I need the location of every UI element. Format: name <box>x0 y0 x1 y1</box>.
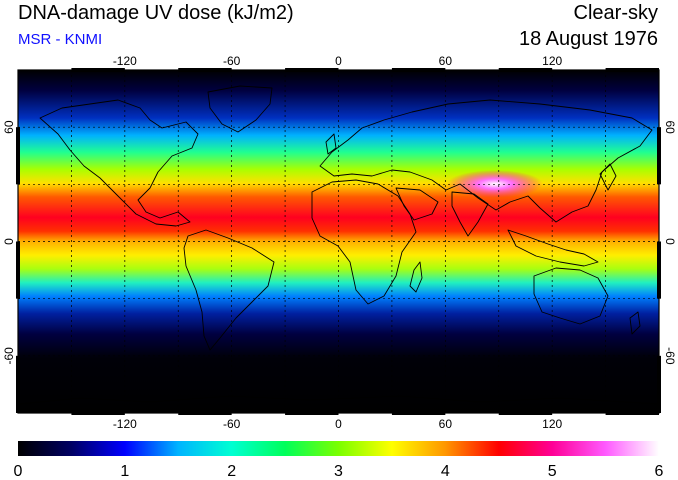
frame-tick-segment <box>16 355 20 413</box>
coast-madagascar <box>409 261 423 293</box>
colorbar: 0 1 2 3 4 5 6 <box>14 441 664 480</box>
lon-tick-label-bottom: -120 <box>113 417 137 431</box>
frame-tick-segment <box>657 127 661 185</box>
coast-new-zealand <box>629 311 641 335</box>
colorbar-tick-label: 1 <box>120 463 129 480</box>
coast-eurasia <box>319 99 653 223</box>
lon-tick-label-top: -60 <box>223 54 241 68</box>
coast-southeast-asia <box>507 229 599 267</box>
lat-tick-label-right: -60 <box>663 347 677 365</box>
coast-australia <box>533 267 609 325</box>
date-label: 18 August 1976 <box>518 28 658 50</box>
colorbar-tick-label: 2 <box>227 463 236 480</box>
lat-tick-label-right: 0 <box>663 238 677 245</box>
colorbar-tick-label: 6 <box>655 463 664 480</box>
frame-tick-segment <box>178 68 232 72</box>
coast-arabia <box>395 187 439 221</box>
frame-tick-segment <box>657 241 661 299</box>
lon-tick-label-bottom: 0 <box>335 417 342 431</box>
frame-tick-segment <box>178 411 232 415</box>
frame-tick-segment <box>391 68 446 72</box>
frame-tick-segment <box>71 68 125 72</box>
coast-south-america <box>183 229 275 351</box>
lon-tick-label-bottom: 60 <box>439 417 453 431</box>
lon-tick-label-bottom: 120 <box>542 417 562 431</box>
lon-tick-label-top: 0 <box>335 54 342 68</box>
coastlines <box>19 85 659 405</box>
lat-tick-label-right: 60 <box>663 120 677 134</box>
colorbar-tick-label: 3 <box>334 463 343 480</box>
lat-tick-label-left: 0 <box>2 238 16 245</box>
frame-tick-segment <box>285 68 339 72</box>
lat-tick-label-left: 60 <box>2 120 16 134</box>
coast-antarctica <box>19 395 659 405</box>
colorbar-tick-label: 0 <box>14 463 23 480</box>
frame-tick-segment <box>16 241 20 299</box>
lon-tick-label-top: -120 <box>113 54 137 68</box>
frame-tick-segment <box>657 355 661 413</box>
frame-tick-segment <box>391 411 446 415</box>
coast-uk <box>325 133 337 155</box>
frame-tick-segment <box>498 68 553 72</box>
lat-tick-label-left: -60 <box>2 347 16 365</box>
frame-tick-segment <box>285 411 339 415</box>
frame-ticks <box>16 68 661 415</box>
frame-tick-segment <box>16 127 20 185</box>
uv-dose-map: -120 -120 -60 -60 0 0 60 60 120 120 60 60 0 0 -60 -60 <box>2 54 677 431</box>
axis-labels: -120 -120 -60 -60 0 0 60 60 120 120 60 60 0 0 -60 -60 <box>2 54 677 431</box>
coast-greenland <box>207 85 273 133</box>
lon-tick-label-top: 60 <box>439 54 453 68</box>
colorbar-tick-label: 5 <box>548 463 557 480</box>
lon-tick-label-top: 120 <box>542 54 562 68</box>
colorbar-ticks: 0 1 2 3 4 5 6 <box>14 463 664 480</box>
source-label: MSR - KNMI <box>18 31 103 48</box>
coast-india <box>451 191 489 237</box>
coast-africa <box>311 179 417 305</box>
map-title: DNA-damage UV dose (kJ/m2) <box>18 2 294 24</box>
frame-tick-segment <box>71 411 125 415</box>
coast-north-america <box>39 99 199 227</box>
sky-condition-label: Clear-sky <box>573 2 658 24</box>
colorbar-tick-label: 4 <box>441 463 450 480</box>
lon-tick-label-bottom: -60 <box>223 417 241 431</box>
frame-tick-segment <box>605 68 659 72</box>
frame-tick-segment <box>498 411 553 415</box>
graticule <box>18 70 659 413</box>
colorbar-ramp <box>18 441 659 456</box>
coast-japan <box>599 163 617 191</box>
frame-tick-segment <box>605 411 659 415</box>
